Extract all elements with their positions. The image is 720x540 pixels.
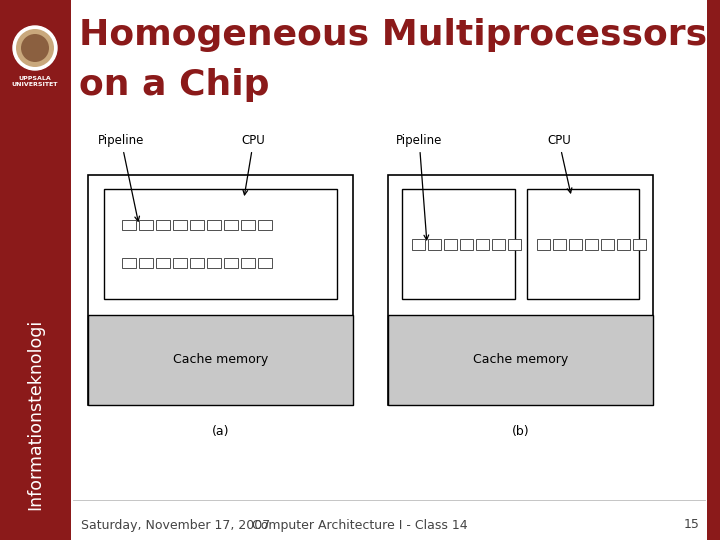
Bar	[258, 258, 272, 268]
Bar	[104, 189, 337, 299]
Bar	[616, 239, 629, 249]
Bar	[190, 258, 204, 268]
Bar	[569, 239, 582, 249]
Bar	[241, 258, 255, 268]
Text: Homogeneous Multiprocessors: Homogeneous Multiprocessors	[78, 18, 707, 52]
Text: (b): (b)	[512, 425, 529, 438]
Text: on a Chip: on a Chip	[78, 68, 269, 102]
Bar	[156, 258, 170, 268]
Bar	[258, 220, 272, 230]
Bar	[0, 0, 71, 540]
Bar	[224, 220, 238, 230]
Bar	[139, 220, 153, 230]
Bar	[139, 258, 153, 268]
Bar	[585, 239, 598, 249]
Text: Cache memory: Cache memory	[473, 354, 568, 367]
Bar	[388, 175, 653, 405]
Bar	[402, 189, 515, 299]
Text: Pipeline: Pipeline	[396, 134, 442, 240]
Text: (a): (a)	[212, 425, 229, 438]
Text: UPPSALA
UNIVERSITET: UPPSALA UNIVERSITET	[12, 76, 58, 87]
Bar	[476, 239, 489, 249]
Bar	[207, 258, 221, 268]
Circle shape	[13, 26, 57, 70]
Text: CPU: CPU	[547, 134, 572, 193]
Text: Informationsteknologi: Informationsteknologi	[26, 319, 45, 510]
Text: CPU: CPU	[242, 134, 266, 195]
Bar	[190, 220, 204, 230]
Bar	[412, 239, 425, 249]
Bar	[428, 239, 441, 249]
Circle shape	[16, 29, 54, 67]
Bar	[632, 239, 646, 249]
Bar	[156, 220, 170, 230]
Text: Computer Architecture I - Class 14: Computer Architecture I - Class 14	[252, 518, 468, 531]
Bar	[707, 0, 720, 540]
Text: Pipeline: Pipeline	[98, 134, 145, 221]
Bar	[526, 189, 639, 299]
Circle shape	[21, 34, 49, 62]
Bar	[173, 220, 187, 230]
Text: Cache memory: Cache memory	[173, 354, 268, 367]
Bar	[388, 315, 653, 405]
Bar	[460, 239, 473, 249]
Bar	[552, 239, 565, 249]
Bar	[536, 239, 549, 249]
Bar	[88, 315, 353, 405]
Bar	[224, 258, 238, 268]
Text: Saturday, November 17, 2007: Saturday, November 17, 2007	[81, 518, 270, 531]
Bar	[88, 175, 353, 405]
Bar	[600, 239, 613, 249]
Bar	[444, 239, 457, 249]
Bar	[241, 220, 255, 230]
Bar	[173, 258, 187, 268]
Text: 15: 15	[684, 518, 700, 531]
Bar	[207, 220, 221, 230]
Bar	[492, 239, 505, 249]
Bar	[508, 239, 521, 249]
Bar	[122, 220, 136, 230]
Bar	[122, 258, 136, 268]
